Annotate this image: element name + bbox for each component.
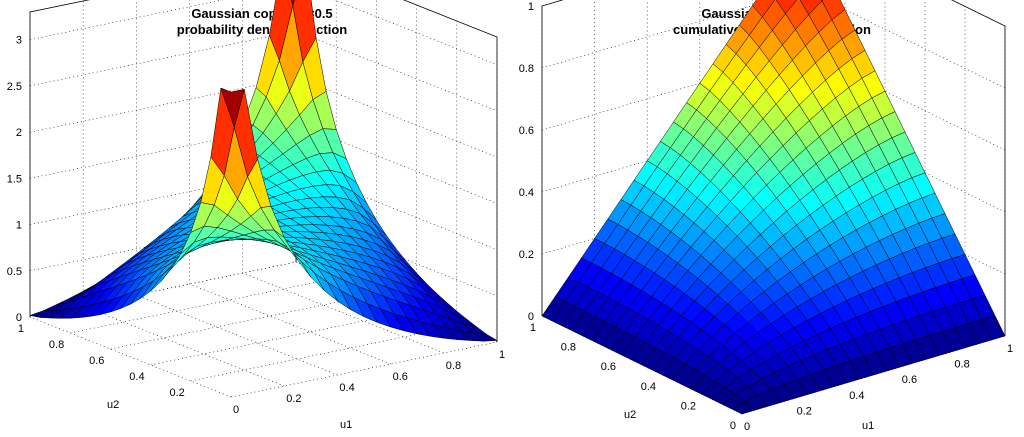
z-tick-label: 1.5 bbox=[7, 173, 22, 185]
y-tick-label: 0 bbox=[730, 420, 736, 432]
pdf-tick-labels: 0 0.5 1 1.5 2 2.5 3 0 0.2 0.4 0.6 0.8 1 0.2 0.4 0.6 0.8 1 bbox=[7, 35, 505, 416]
x-tick-label: 0.2 bbox=[286, 393, 301, 405]
surface-patch bbox=[220, 87, 245, 128]
cdf-surface-plot: Gaussian copula ρ=0.5 cumulative distrib… bbox=[519, 0, 1013, 433]
x-tick-label: 0.4 bbox=[849, 390, 864, 402]
surface-patch bbox=[731, 401, 756, 415]
pdf-surface-plot: Gaussian copula ρ=0.5 probability densit… bbox=[7, 0, 505, 431]
y-gridline bbox=[661, 0, 926, 376]
z-tick-label: 0.6 bbox=[519, 125, 534, 137]
x-tick-label: 0.8 bbox=[446, 360, 461, 372]
y-tick-label: 0.4 bbox=[129, 371, 144, 383]
pdf-surface bbox=[29, 0, 498, 342]
cdf-surface bbox=[541, 0, 1006, 415]
z-tick-label: 0.2 bbox=[519, 249, 534, 261]
z-tick-label: 3 bbox=[16, 35, 22, 47]
x-tick-label: 0.4 bbox=[339, 382, 354, 394]
z-tick-label: 0.4 bbox=[519, 187, 534, 199]
y-gridline bbox=[621, 0, 886, 356]
x-gridline bbox=[189, 0, 391, 365]
y-tick-label: 0.2 bbox=[170, 387, 185, 399]
surface-patch bbox=[291, 0, 295, 7]
z-tick-label: 0 bbox=[16, 312, 22, 324]
x-tick-label: 0.8 bbox=[954, 359, 969, 371]
y-gridline bbox=[701, 6, 966, 395]
cdf-y-axis-label: u2 bbox=[624, 409, 636, 421]
axes-box bbox=[541, 0, 1006, 336]
y-tick-label: 0.6 bbox=[89, 355, 104, 367]
z-tick-label: 2.5 bbox=[7, 81, 22, 93]
x-tick-label: 1 bbox=[1007, 343, 1013, 355]
x-tick-label: 0.6 bbox=[393, 371, 408, 383]
cdf-x-axis-label: u1 bbox=[862, 420, 874, 432]
z-tick-label: 0.8 bbox=[519, 63, 534, 75]
pdf-x-axis-label: u1 bbox=[340, 419, 352, 431]
x-gridline bbox=[242, 0, 444, 354]
axes-box bbox=[29, 0, 498, 342]
y-tick-label: 0.4 bbox=[641, 381, 656, 393]
z-tick-label: 1 bbox=[528, 1, 534, 13]
y-tick-label: 0.8 bbox=[49, 339, 64, 351]
x-tick-label: 1 bbox=[499, 349, 505, 361]
z-tick-label: 1 bbox=[16, 220, 22, 232]
x-tick-label: 0.6 bbox=[902, 374, 917, 386]
y-tick-label: 1 bbox=[530, 322, 536, 334]
pdf-y-axis-label: u2 bbox=[107, 399, 119, 411]
pdf-title-line-2: probability density function bbox=[177, 22, 348, 37]
z-tick-label: 2 bbox=[16, 127, 22, 139]
y-tick-label: 0.2 bbox=[681, 400, 696, 412]
x-tick-label: 0 bbox=[744, 421, 750, 433]
x-tick-label: 0 bbox=[233, 404, 239, 416]
y-tick-label: 1 bbox=[18, 323, 24, 335]
z-tick-label: 0 bbox=[528, 311, 534, 323]
z-tick-label: 0.5 bbox=[7, 266, 22, 278]
x-tick-label: 0.2 bbox=[797, 405, 812, 417]
cdf-tick-labels: 00.20.40.60.8100.20.40.60.8100.20.40.60.… bbox=[519, 1, 1013, 433]
y-tick-label: 0.6 bbox=[601, 361, 616, 373]
y-tick-label: 0.8 bbox=[561, 342, 576, 354]
